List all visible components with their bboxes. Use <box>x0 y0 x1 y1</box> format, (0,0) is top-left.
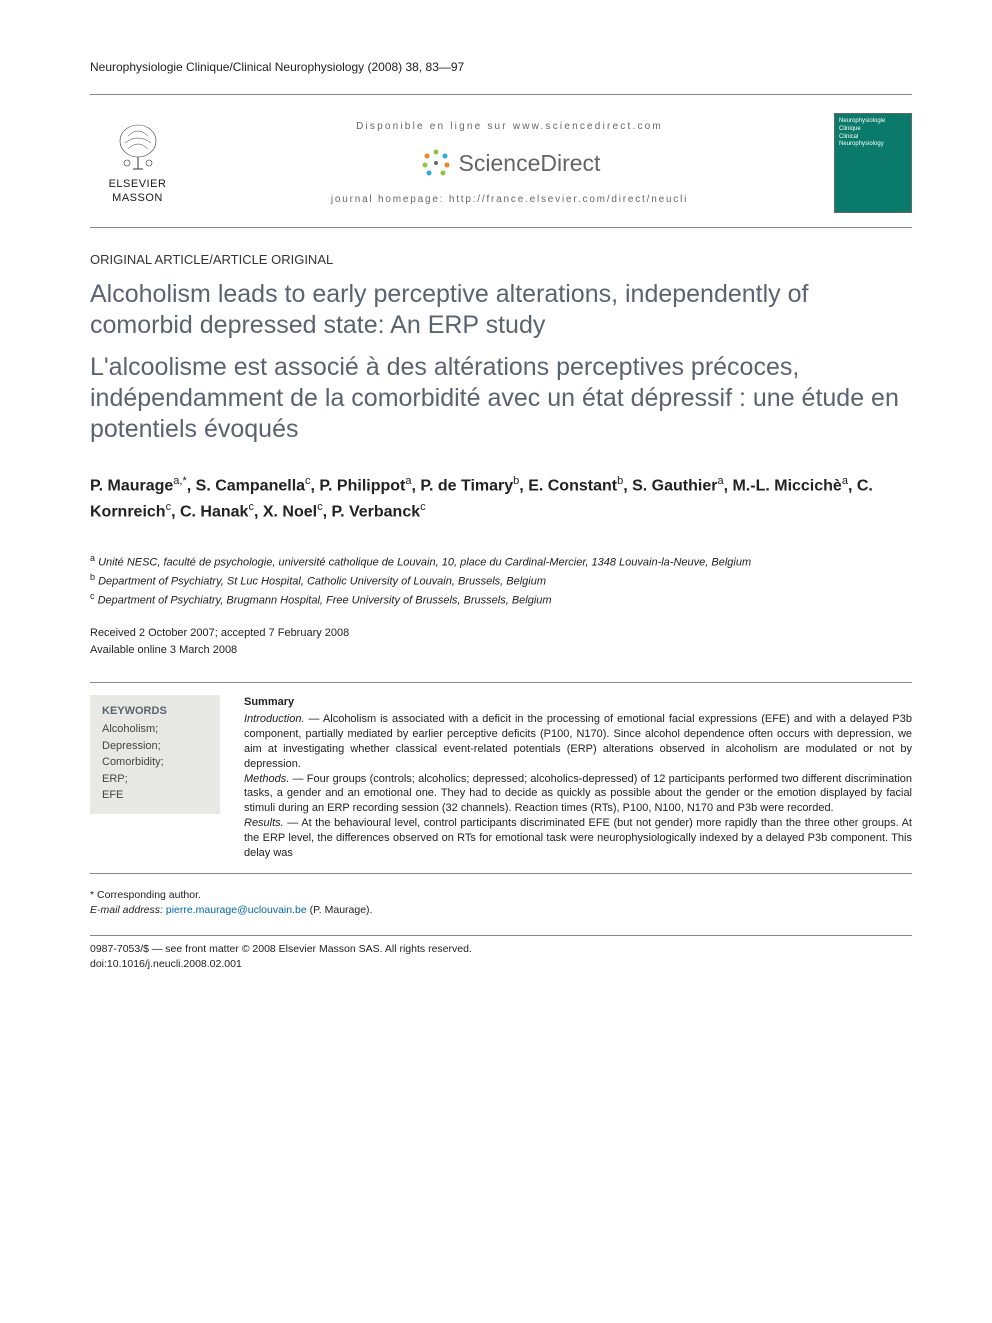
keyword-item: Depression; <box>102 738 208 755</box>
sd-burst-icon <box>419 146 453 180</box>
available-online-date: Available online 3 March 2008 <box>90 642 912 659</box>
sd-brand-text: ScienceDirect <box>459 150 601 177</box>
copyright-line: 0987-7053/$ — see front matter © 2008 El… <box>90 942 912 957</box>
summary-heading: Summary <box>244 695 912 710</box>
cover-line: Neurophysiologie <box>839 118 907 126</box>
affiliation-a: a Unité NESC, faculté de psychologie, un… <box>90 552 912 571</box>
footer-rule <box>90 935 912 936</box>
journal-reference: Neurophysiologie Clinique/Clinical Neuro… <box>90 60 912 74</box>
author-email-link[interactable]: pierre.maurage@uclouvain.be <box>166 904 307 916</box>
publisher-name: ELSEVIER MASSON <box>90 178 185 204</box>
summary-results: Results. — At the behavioural level, con… <box>244 816 912 861</box>
doi-line: doi:10.1016/j.neucli.2008.02.001 <box>90 957 912 972</box>
article-title-english: Alcoholism leads to early perceptive alt… <box>90 279 912 342</box>
journal-cover-thumbnail: Neurophysiologie Clinique Clinical Neuro… <box>834 113 912 213</box>
article-dates: Received 2 October 2007; accepted 7 Febr… <box>90 625 912 658</box>
affiliation-c: c Department of Psychiatry, Brugmann Hos… <box>90 590 912 609</box>
summary-column: Summary Introduction. — Alcoholism is as… <box>244 695 912 860</box>
available-online-text: Disponible en ligne sur www.sciencedirec… <box>356 121 663 132</box>
publisher-logo: ELSEVIER MASSON <box>90 121 185 204</box>
corresponding-author-note: * Corresponding author. <box>90 888 912 904</box>
article-title-french: L'alcoolisme est associé à des altératio… <box>90 352 912 446</box>
received-accepted-date: Received 2 October 2007; accepted 7 Febr… <box>90 625 912 642</box>
keyword-item: EFE <box>102 787 208 804</box>
email-line: E-mail address: pierre.maurage@uclouvain… <box>90 903 912 919</box>
keywords-box: KEYWORDS Alcoholism; Depression; Comorbi… <box>90 695 220 814</box>
header-band: ELSEVIER MASSON Disponible en ligne sur … <box>90 94 912 228</box>
article-type: ORIGINAL ARTICLE/ARTICLE ORIGINAL <box>90 252 912 267</box>
copyright-block: 0987-7053/$ — see front matter © 2008 El… <box>90 942 912 971</box>
cover-line: Clinical <box>839 134 907 142</box>
footnotes: * Corresponding author. E-mail address: … <box>90 888 912 920</box>
abstract-block: KEYWORDS Alcoholism; Depression; Comorbi… <box>90 682 912 873</box>
affiliations: a Unité NESC, faculté de psychologie, un… <box>90 552 912 609</box>
cover-line: Neurophysiology <box>839 141 907 149</box>
sciencedirect-logo: ScienceDirect <box>419 146 601 180</box>
keyword-item: ERP; <box>102 771 208 788</box>
authors-list: P. Mauragea,*, S. Campanellac, P. Philip… <box>90 473 912 524</box>
journal-homepage-text: journal homepage: http://france.elsevier… <box>331 194 688 205</box>
summary-introduction: Introduction. — Alcoholism is associated… <box>244 712 912 771</box>
header-center: Disponible en ligne sur www.sciencedirec… <box>185 121 834 205</box>
summary-methods: Methods. — Four groups (controls; alcoho… <box>244 772 912 817</box>
keywords-list: Alcoholism; Depression; Comorbidity; ERP… <box>102 721 208 804</box>
keyword-item: Alcoholism; <box>102 721 208 738</box>
keyword-item: Comorbidity; <box>102 754 208 771</box>
keywords-heading: KEYWORDS <box>102 705 208 717</box>
affiliation-b: b Department of Psychiatry, St Luc Hospi… <box>90 571 912 590</box>
elsevier-tree-icon <box>113 121 163 176</box>
cover-line: Clinique <box>839 126 907 134</box>
